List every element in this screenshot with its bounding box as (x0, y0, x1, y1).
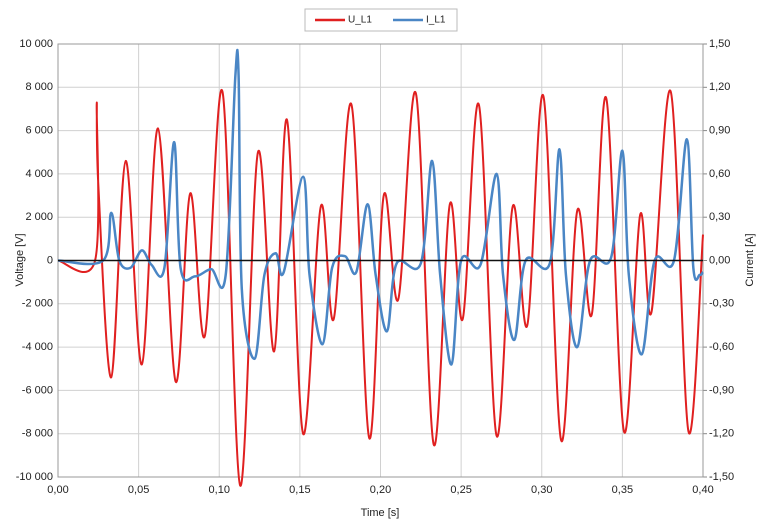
x-tick-label: 0,20 (370, 484, 391, 496)
x-tick-label: 0,10 (209, 484, 230, 496)
x-tick-label: 0,30 (531, 484, 552, 496)
y2-tick-label: -1,50 (709, 471, 734, 483)
y-tick-label: -6 000 (22, 384, 53, 396)
x-axis-label: Time [s] (361, 507, 400, 519)
y-tick-label: -2 000 (22, 298, 53, 310)
y-tick-label: 8 000 (25, 81, 53, 93)
x-tick-label: 0,00 (47, 484, 68, 496)
y2-tick-label: 0,90 (709, 125, 730, 137)
y2-tick-label: -0,60 (709, 341, 734, 353)
y2-tick-label: 1,50 (709, 38, 730, 50)
y2-tick-label: -0,30 (709, 298, 734, 310)
y-axis-label: Voltage [V] (14, 233, 26, 286)
x-tick-label: 0,05 (128, 484, 149, 496)
y2-tick-label: 0,30 (709, 211, 730, 223)
legend-label: I_L1 (426, 15, 446, 26)
y2-tick-label: 1,20 (709, 81, 730, 93)
y-tick-label: 0 (47, 254, 53, 266)
y-tick-label: 4 000 (25, 168, 53, 180)
y2-tick-label: -1,20 (709, 428, 734, 440)
line-series (57, 88, 704, 487)
y2-tick-label: 0,00 (709, 254, 730, 266)
y-tick-label: -4 000 (22, 341, 53, 353)
line-series (57, 48, 704, 366)
y2-tick-label: -0,90 (709, 384, 734, 396)
y-tick-label: -8 000 (22, 428, 53, 440)
x-tick-label: 0,25 (450, 484, 471, 496)
y-tick-label: -10 000 (16, 471, 53, 483)
legend-label: U_L1 (348, 15, 372, 26)
x-tick-label: 0,40 (692, 484, 713, 496)
y2-axis-label: Current [A] (744, 233, 756, 286)
y2-tick-label: 0,60 (709, 168, 730, 180)
y-tick-label: 2 000 (25, 211, 53, 223)
x-tick-label: 0,35 (612, 484, 633, 496)
x-tick-label: 0,15 (289, 484, 310, 496)
y-tick-label: 6 000 (25, 125, 53, 137)
legend-box (304, 8, 458, 32)
y-tick-label: 10 000 (19, 38, 53, 50)
